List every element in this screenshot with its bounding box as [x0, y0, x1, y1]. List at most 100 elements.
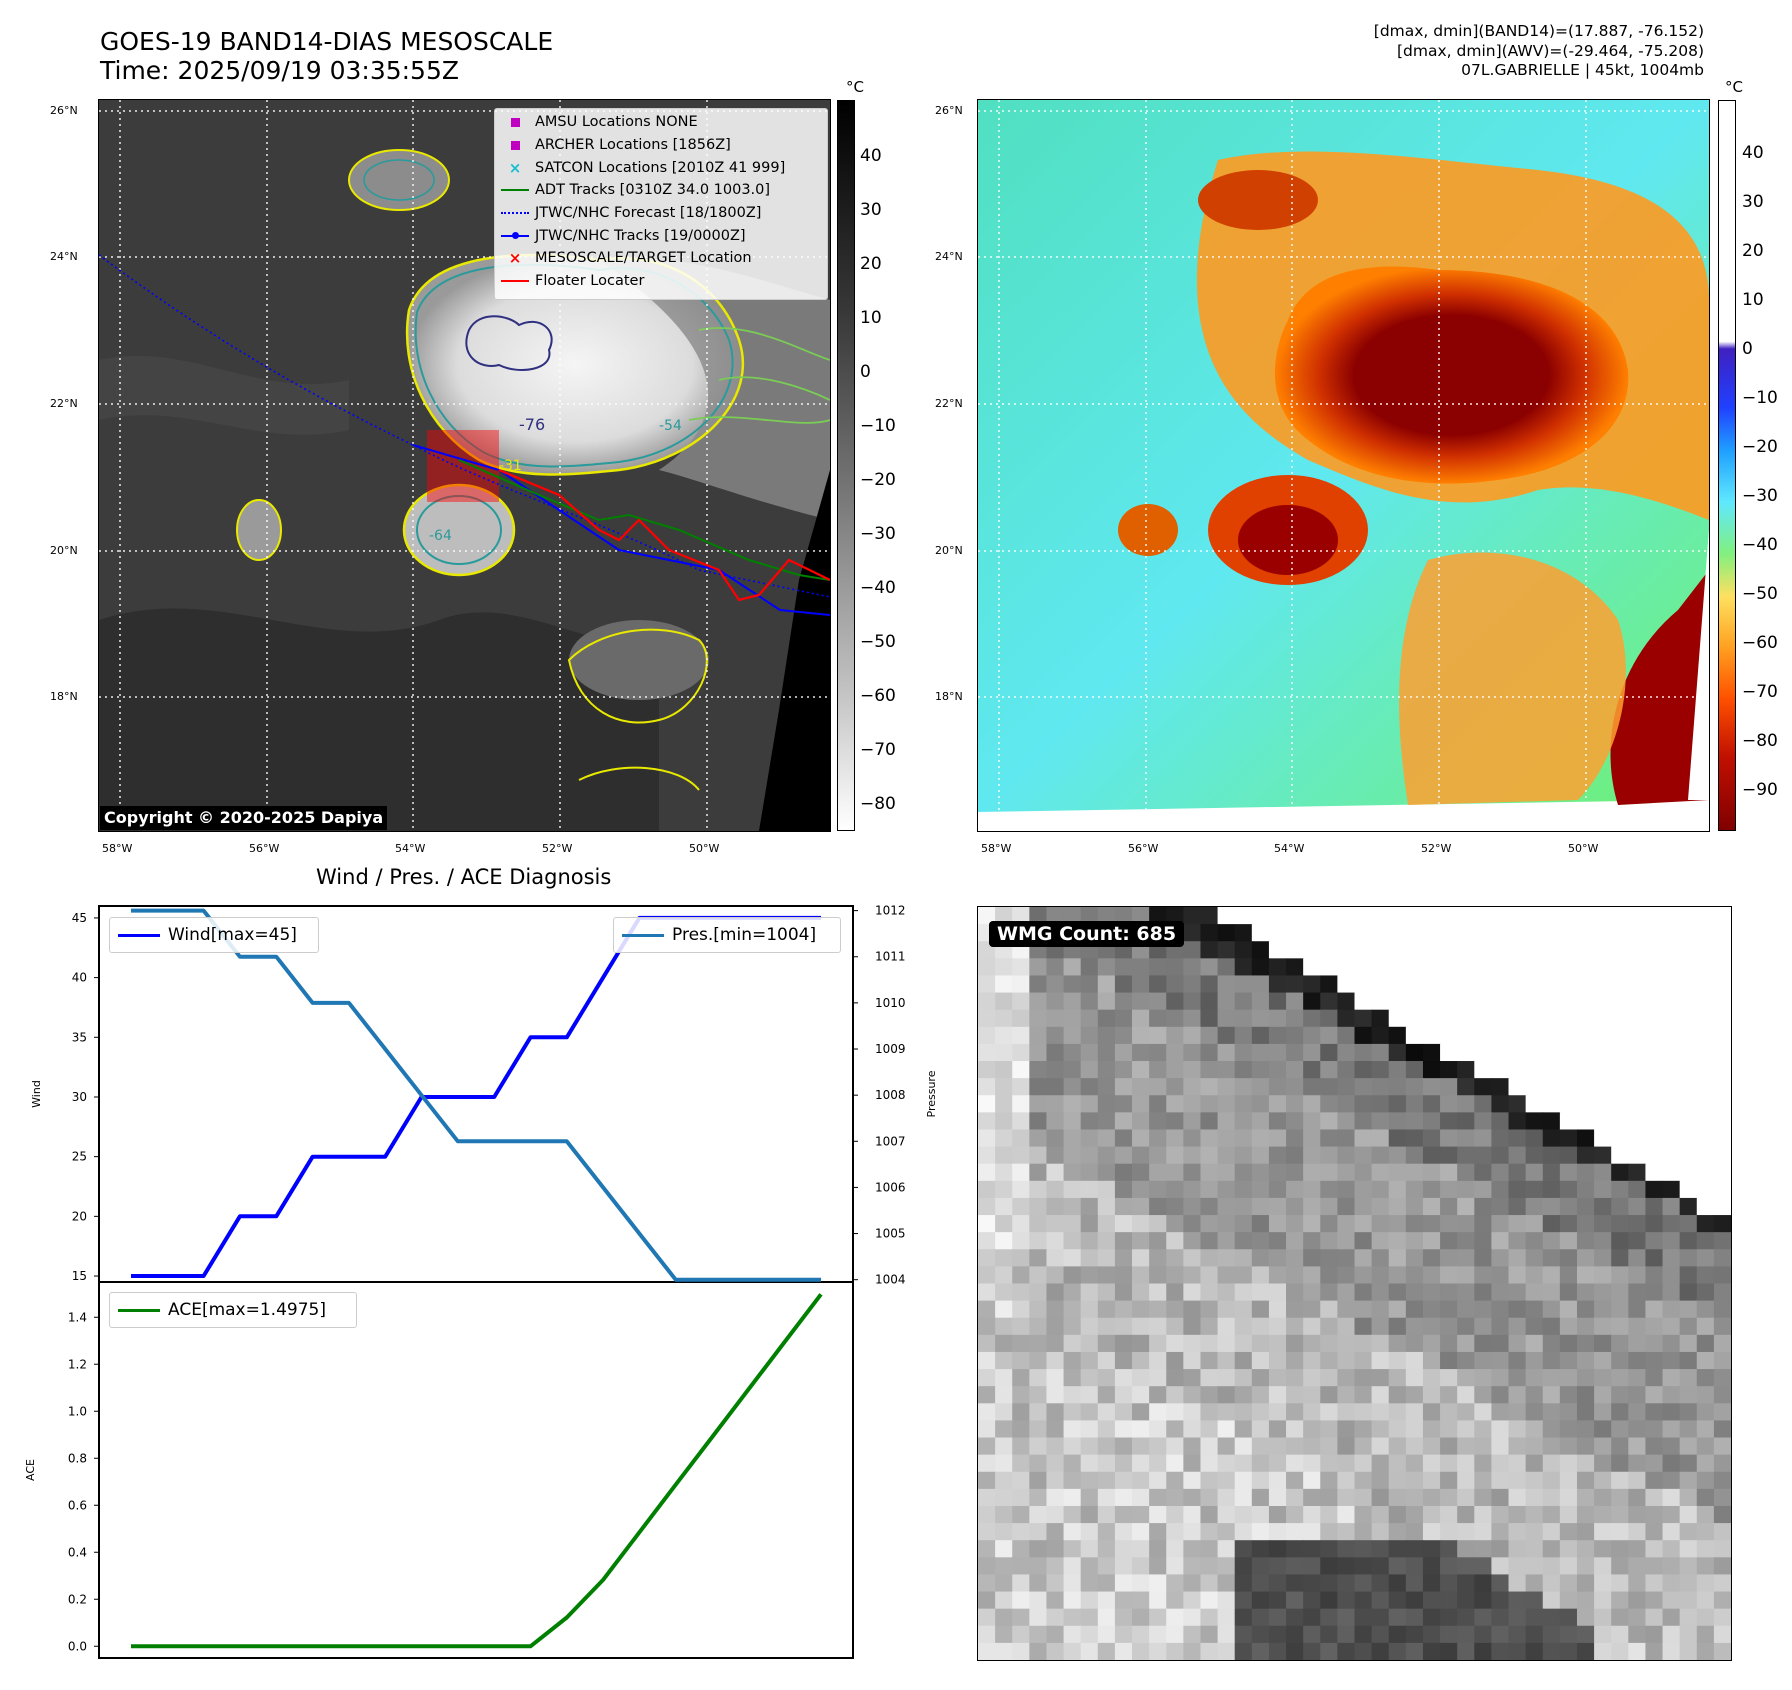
cb-tick: −20: [860, 470, 896, 490]
awv-cold-core: [1274, 266, 1629, 484]
secondary-cloud: [404, 485, 514, 575]
ace-tick-label: 1.4: [68, 1310, 87, 1324]
contour-label-3: -54: [659, 418, 682, 434]
legend-line-icon: [495, 189, 535, 192]
ace-tick-label: 1.0: [68, 1404, 87, 1418]
cb-tick: −70: [860, 740, 896, 760]
legend-x-icon: ×: [508, 158, 522, 177]
info-line2: [dmax, dmin](AWV)=(-29.464, -75.208): [1397, 41, 1704, 60]
wind-tick-label: 45: [72, 911, 87, 925]
cb-tick: −30: [1742, 486, 1778, 506]
wind-axis-label: Wind: [30, 1080, 43, 1108]
contour-label-2: -64: [429, 528, 452, 544]
pres-tick-label: 1008: [875, 1088, 906, 1102]
lat-tick-left-24: 24°N: [50, 250, 78, 263]
lat-tick-right-22: 22°N: [935, 397, 963, 410]
ace-legend: ACE[max=1.4975]: [109, 1292, 357, 1328]
contour-yellow-secondary: [402, 483, 516, 577]
lat-tick-right-26: 26°N: [935, 104, 963, 117]
lon-tick-left-56: 56°W: [249, 842, 280, 855]
legend-row-tracks: JTWC/NHC Tracks [19/0000Z]: [495, 224, 827, 247]
lon-tick-right-54: 54°W: [1274, 842, 1305, 855]
legend-square-icon: [495, 140, 535, 150]
cloud-shield-east: [599, 258, 830, 520]
wmg-count-label: WMG Count: 685: [989, 921, 1185, 947]
storm-info: [dmax, dmin](BAND14)=(17.887, -76.152) […: [1374, 22, 1704, 81]
cb-tick: 40: [860, 146, 882, 166]
contour-teal-north: [363, 159, 435, 201]
title-line2: Time: 2025/09/19 03:35:55Z: [100, 56, 459, 85]
legend-label: MESOSCALE/TARGET Location: [535, 250, 752, 267]
ace-tick-label: 0.2: [68, 1592, 87, 1606]
contour-yellow-far-south: [578, 766, 700, 791]
legend-row-satcon: × SATCON Locations [2010Z 41 999]: [495, 156, 827, 179]
cb-tick: 0: [860, 362, 871, 382]
contour-yellow-west: [236, 499, 282, 561]
legend-row-adt: ADT Tracks [0310Z 34.0 1003.0]: [495, 179, 827, 202]
pres-tick-label: 1012: [875, 904, 906, 918]
pres-tick-label: 1005: [875, 1227, 906, 1241]
contour-yellow-south: [567, 628, 708, 724]
lon-tick-left-58: 58°W: [102, 842, 133, 855]
cb-tick: −20: [1742, 437, 1778, 457]
lon-tick-left-52: 52°W: [542, 842, 573, 855]
pres-tick-label: 1007: [875, 1134, 906, 1148]
wind-legend: Wind[max=45]: [109, 917, 319, 953]
wind-legend-swatch: [118, 933, 160, 937]
wind-tick-label: 40: [72, 971, 87, 985]
title-line1: GOES-19 BAND14-DIAS MESOSCALE: [100, 27, 554, 56]
awv-se-core: [1610, 570, 1709, 805]
lon-tick-left-54: 54°W: [395, 842, 426, 855]
pres-tick-label: 1006: [875, 1180, 906, 1194]
legend-label: SATCON Locations [2010Z 41 999]: [535, 159, 786, 176]
legend-row-forecast: JTWC/NHC Forecast [18/1800Z]: [495, 202, 827, 225]
cb-tick: 10: [860, 308, 882, 328]
legend-label: ARCHER Locations [1856Z]: [535, 137, 731, 154]
right-map-svg: [978, 100, 1709, 831]
right-grid: [978, 100, 1709, 831]
forecast-track: [99, 254, 830, 598]
cb-tick: −60: [1742, 633, 1778, 653]
contour-green-east: [688, 327, 830, 424]
legend-row-amsu: AMSU Locations NONE: [495, 111, 827, 134]
wmg-panel: [978, 907, 1731, 1660]
lat-tick-left-26: 26°N: [50, 104, 78, 117]
mid-band: [99, 355, 349, 435]
dark-band: [99, 608, 659, 831]
cloud-south: [569, 620, 709, 700]
cb-tick: −10: [860, 416, 896, 436]
pres-legend: Pres.[min=1004]: [613, 917, 841, 953]
cb-tick: −70: [1742, 682, 1778, 702]
ace-tick-label: 0.6: [68, 1498, 87, 1512]
cb-tick: 20: [1742, 241, 1764, 261]
wind-tick-label: 25: [72, 1150, 87, 1164]
wmg-pixel-grid: [978, 907, 1731, 1660]
legend-label: Floater Locater: [535, 273, 645, 290]
legend-label: JTWC/NHC Tracks [19/0000Z]: [535, 227, 746, 244]
awv-secondary-inner: [1238, 505, 1338, 575]
lon-tick-right-52: 52°W: [1421, 842, 1452, 855]
lat-tick-left-22: 22°N: [50, 397, 78, 410]
cb-tick: −80: [1742, 731, 1778, 751]
awv-north-cell: [1198, 170, 1318, 230]
cloud-north: [349, 150, 449, 210]
left-colorbar-unit: °C: [846, 78, 864, 96]
left-colorbar: [837, 100, 855, 831]
no-data-wedge: [759, 470, 830, 831]
right-map-frame: [977, 99, 1710, 832]
wind-series-line: [131, 915, 821, 1278]
ace-series-line: [131, 1293, 823, 1649]
wind-legend-label: Wind[max=45]: [168, 925, 297, 945]
info-line1: [dmax, dmin](BAND14)=(17.887, -76.152): [1373, 22, 1704, 40]
legend-row-floater: Floater Locater: [495, 270, 827, 293]
small-cloud-west: [237, 500, 281, 560]
pres-legend-label: Pres.[min=1004]: [672, 925, 817, 945]
wind-tick-label: 20: [72, 1209, 87, 1223]
legend-line-dot-icon: [495, 231, 535, 239]
contour-navy-core: [465, 315, 553, 371]
ace-axes: [98, 1281, 854, 1659]
right-awv-map: [978, 100, 1709, 831]
ace-legend-swatch: [118, 1308, 160, 1312]
copyright-label: Copyright © 2020-2025 Dapiya: [100, 806, 388, 830]
ace-legend-label: ACE[max=1.4975]: [168, 1300, 326, 1320]
